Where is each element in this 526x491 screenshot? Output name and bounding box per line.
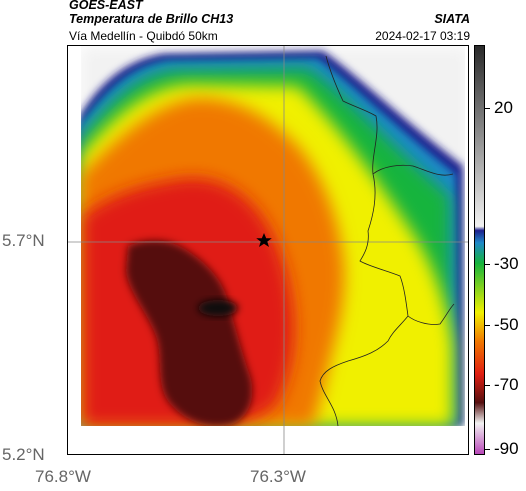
boundary-lines: [319, 55, 455, 427]
brightness-temperature-field: [68, 46, 468, 454]
datetime-label: 2024-02-17 03:19: [375, 29, 470, 43]
colorbar-tick-minus-50: -50: [494, 315, 519, 334]
location-marker: [256, 233, 272, 247]
colorbar-tick-minus-70: -70: [494, 375, 519, 394]
lon-label-76-3: 76.3°W: [250, 467, 306, 486]
satellite-map: [67, 45, 469, 455]
lat-label-5-2: 5.2°N: [2, 445, 45, 464]
coldest-spot: [198, 300, 238, 316]
gridlines: [68, 46, 468, 454]
colorbar-gradient: [475, 46, 484, 454]
colorbar-tick-20: 20: [494, 98, 513, 117]
dark-red-core: [126, 240, 253, 427]
organization-name: SIATA: [434, 12, 470, 26]
product-title: Temperatura de Brillo CH13: [69, 12, 234, 26]
colorbar-tick-minus-90: -90: [494, 439, 519, 458]
colorbar: [474, 45, 485, 455]
lat-label-5-7: 5.7°N: [2, 231, 45, 250]
satellite-name: GOES-EAST: [69, 0, 143, 12]
route-subtitle: Vía Medellín - Quibdó 50km: [69, 29, 218, 43]
lon-label-76-8: 76.8°W: [35, 467, 91, 486]
colorbar-tick-minus-30: -30: [494, 254, 519, 273]
star-marker-icon: [256, 233, 272, 247]
